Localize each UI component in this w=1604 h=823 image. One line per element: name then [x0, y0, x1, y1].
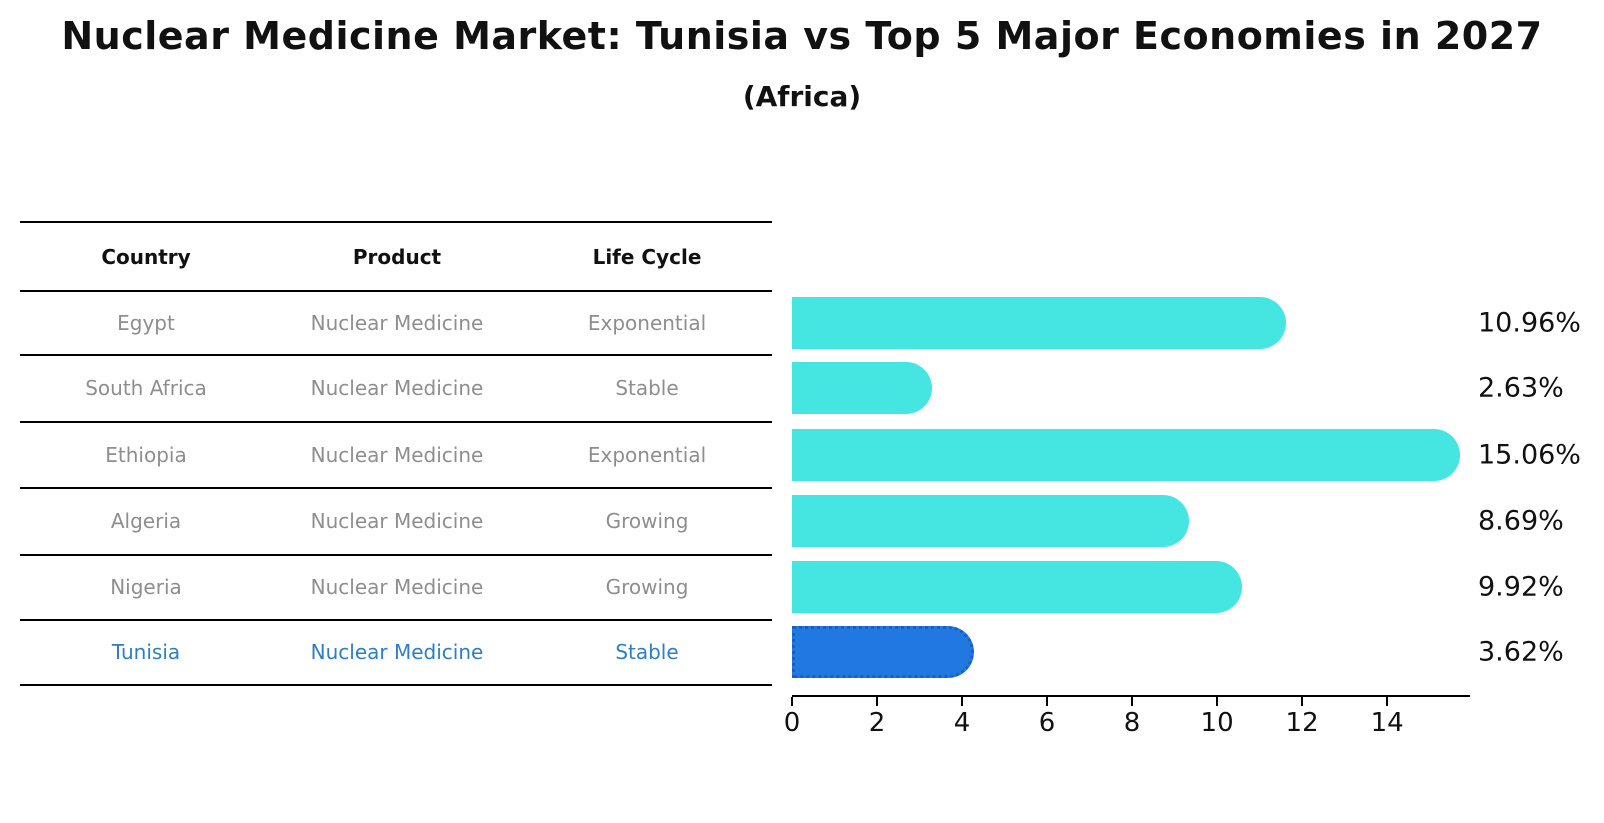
column-header-lifecycle: Life Cycle [592, 245, 702, 269]
bar-egypt [792, 297, 1286, 349]
table-divider [20, 421, 772, 423]
bar-value-label: 10.96% [1478, 307, 1581, 339]
x-axis-ticklabel: 6 [1038, 708, 1056, 738]
cell-country: Ethiopia [105, 443, 187, 467]
bar-algeria [792, 495, 1189, 547]
table-divider [20, 290, 772, 292]
cell-product: Nuclear Medicine [310, 443, 484, 467]
bar-value-label: 3.62% [1478, 636, 1564, 668]
cell-product: Nuclear Medicine [310, 575, 484, 599]
chart-subtitle: (Africa) [742, 80, 862, 113]
bar-value-label: 2.63% [1478, 372, 1564, 404]
column-header-product: Product [352, 245, 442, 269]
table-row-algeria: Algeria Nuclear Medicine Growing [0, 506, 772, 536]
x-axis-ticklabel: 8 [1123, 708, 1141, 738]
x-axis-tickmark [876, 697, 879, 706]
cell-lifecycle: Exponential [587, 311, 707, 335]
x-axis-ticklabel: 10 [1200, 708, 1234, 738]
cell-lifecycle: Exponential [587, 443, 707, 467]
x-axis-tickmark [1131, 697, 1134, 706]
bar-value-label: 15.06% [1478, 439, 1581, 471]
x-axis-line [792, 695, 1470, 697]
table-row-tunisia: Tunisia Nuclear Medicine Stable [0, 637, 772, 667]
bar-ethiopia [792, 429, 1460, 481]
x-axis-tickmark [1046, 697, 1049, 706]
x-axis-tickmark [961, 697, 964, 706]
cell-country: Egypt [117, 311, 175, 335]
bar-south-africa [792, 362, 932, 414]
bar-value-label: 9.92% [1478, 571, 1564, 603]
cell-product: Nuclear Medicine [310, 509, 484, 533]
column-header-country: Country [101, 245, 191, 269]
cell-country: Algeria [110, 509, 182, 533]
table-row-ethiopia: Ethiopia Nuclear Medicine Exponential [0, 440, 772, 470]
cell-lifecycle: Stable [615, 640, 679, 664]
cell-lifecycle: Growing [605, 509, 689, 533]
x-axis-ticklabel: 12 [1285, 708, 1319, 738]
cell-product: Nuclear Medicine [310, 311, 484, 335]
table-row-nigeria: Nigeria Nuclear Medicine Growing [0, 572, 772, 602]
chart-title: Nuclear Medicine Market: Tunisia vs Top … [61, 14, 1543, 58]
table-row-egypt: Egypt Nuclear Medicine Exponential [0, 308, 772, 338]
table-divider [20, 487, 772, 489]
x-axis-tickmark [1386, 697, 1389, 706]
bar-value-label: 8.69% [1478, 505, 1564, 537]
table-divider [20, 354, 772, 356]
table-header-row: Country Product Life Cycle [0, 242, 772, 272]
cell-product: Nuclear Medicine [310, 640, 484, 664]
cell-country: Nigeria [110, 575, 182, 599]
x-axis-tickmark [791, 697, 793, 706]
cell-product: Nuclear Medicine [310, 376, 484, 400]
table-divider [20, 684, 772, 686]
x-axis-ticklabel: 4 [953, 708, 971, 738]
cell-country: South Africa [85, 376, 207, 400]
cell-lifecycle: Stable [615, 376, 679, 400]
x-axis-tickmark [1216, 697, 1219, 706]
bar-nigeria [792, 561, 1242, 613]
table-row-south-africa: South Africa Nuclear Medicine Stable [0, 373, 772, 403]
x-axis-ticklabel: 2 [868, 708, 886, 738]
table-divider [20, 619, 772, 621]
x-axis-ticklabel: 14 [1370, 708, 1404, 738]
table-divider [20, 554, 772, 556]
table-divider [20, 221, 772, 223]
bar-tunisia [792, 626, 974, 678]
cell-country: Tunisia [111, 640, 181, 664]
cell-lifecycle: Growing [605, 575, 689, 599]
x-axis-ticklabel: 0 [783, 708, 801, 738]
x-axis-tickmark [1301, 697, 1304, 706]
